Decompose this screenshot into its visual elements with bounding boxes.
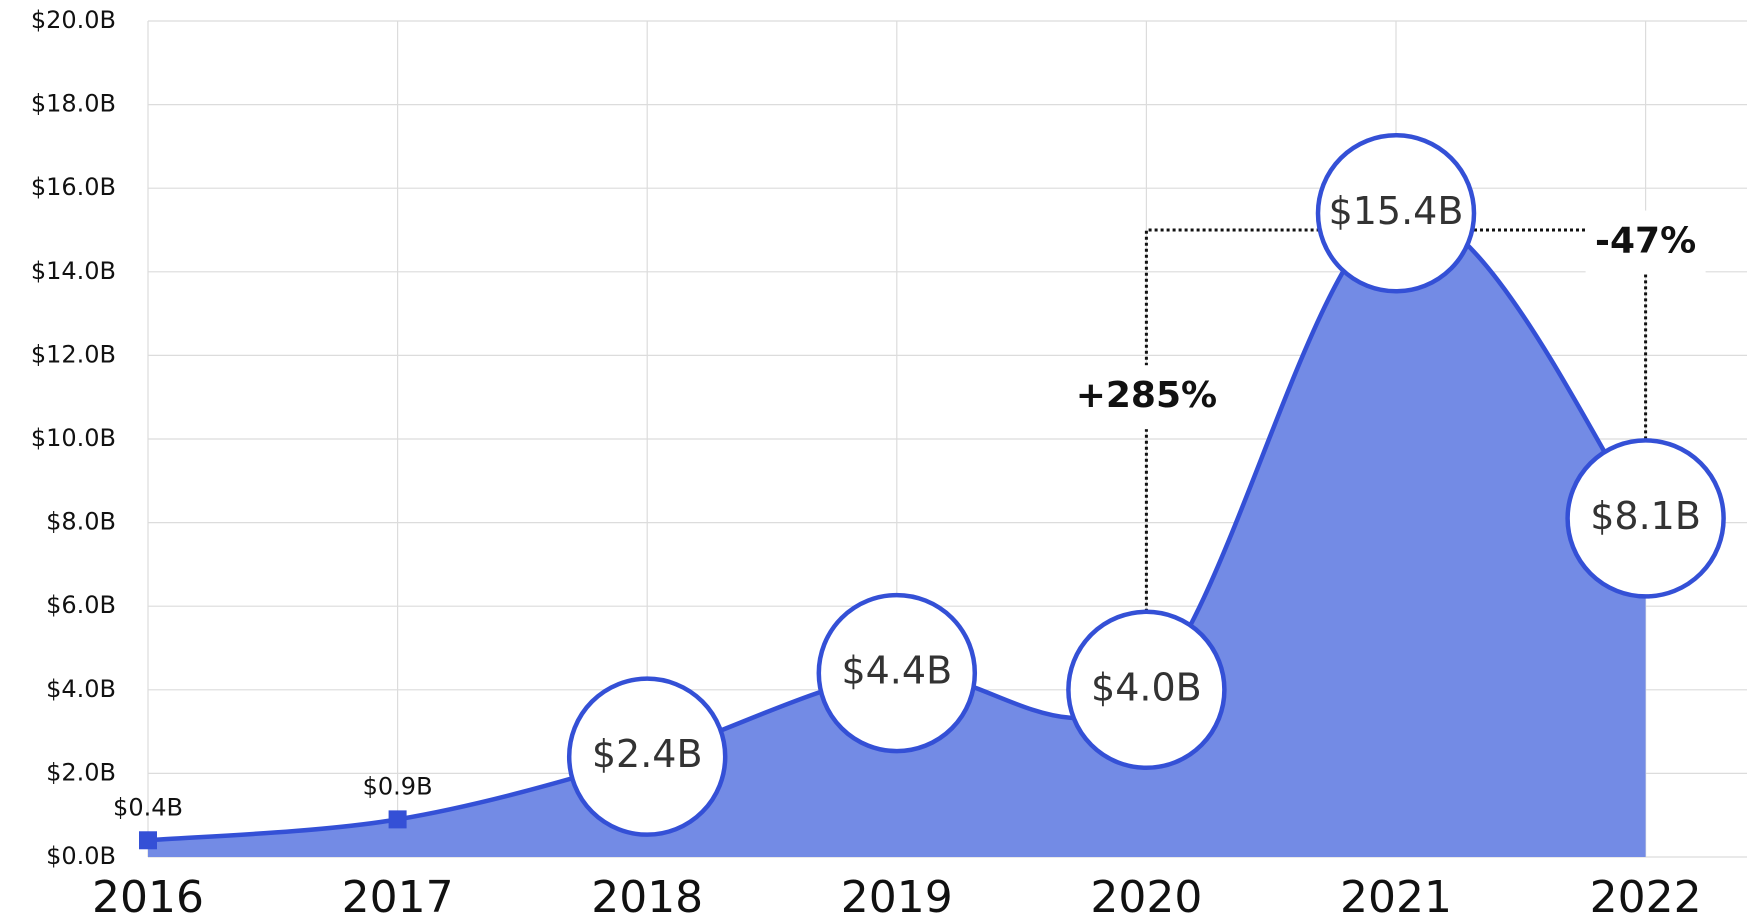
y-tick-label: $18.0B bbox=[31, 90, 116, 118]
y-tick-label: $4.0B bbox=[46, 675, 116, 703]
annotation: -47% bbox=[1595, 221, 1696, 262]
point bbox=[1565, 438, 1726, 599]
point bbox=[388, 810, 407, 829]
value-label: $4.0B bbox=[1091, 665, 1202, 709]
x-tick-label: 2019 bbox=[841, 872, 953, 922]
y-tick-label: $16.0B bbox=[31, 173, 116, 201]
point bbox=[139, 831, 157, 850]
value-label: $0.4B bbox=[113, 793, 183, 821]
markers: $0.4B $0.9B $2.4B $4.4B $4.0B $15.4B $8.1B bbox=[113, 133, 1726, 850]
annotations: +285% -47% bbox=[1061, 210, 1706, 612]
bracket bbox=[1144, 228, 1396, 612]
y-tick-label: $0.0B bbox=[46, 842, 116, 870]
point bbox=[1315, 133, 1477, 294]
area bbox=[148, 211, 1646, 858]
y-tick-label: $8.0B bbox=[46, 508, 116, 536]
point bbox=[816, 592, 978, 754]
point bbox=[566, 676, 728, 837]
y-tick-label: $6.0B bbox=[46, 591, 116, 619]
value-label: $4.4B bbox=[841, 649, 952, 693]
x-tick-label: 2016 bbox=[92, 872, 204, 922]
x-tick-label: 2022 bbox=[1590, 872, 1702, 922]
annotation-bg bbox=[1585, 210, 1706, 275]
y-tick-label: $12.0B bbox=[31, 340, 116, 368]
y-tick-label: $10.0B bbox=[31, 424, 116, 452]
value-label: $8.1B bbox=[1590, 494, 1701, 538]
y-tick-label: $2.0B bbox=[46, 758, 116, 786]
annotation: +285% bbox=[1076, 375, 1217, 416]
point bbox=[1066, 609, 1227, 771]
y-tick-label: $14.0B bbox=[31, 257, 116, 285]
value-label: $15.4B bbox=[1329, 189, 1464, 233]
value-label: $2.4B bbox=[592, 732, 703, 776]
x-tick-label: 2020 bbox=[1090, 872, 1202, 922]
y-tick-label: $20.0B bbox=[31, 6, 116, 34]
x-tick-label: 2017 bbox=[342, 872, 454, 922]
x-tick-label: 2021 bbox=[1340, 872, 1452, 922]
grid: $0.0B $2.0B $4.0B $6.0B $8.0B $10.0B $12.0B $14… bbox=[31, 6, 1747, 922]
annotation-bg bbox=[1061, 365, 1232, 430]
value-label: $0.9B bbox=[363, 772, 433, 800]
x-tick-label: 2018 bbox=[591, 872, 703, 922]
